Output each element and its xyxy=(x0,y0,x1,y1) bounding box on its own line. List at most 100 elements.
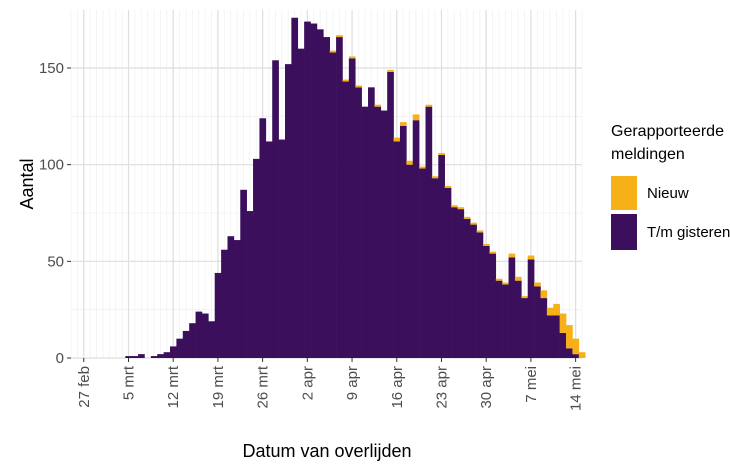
x-tick-label: 16 apr xyxy=(389,366,406,409)
legend-key-nieuw xyxy=(611,176,637,210)
x-tick-label: 7 mei xyxy=(523,366,540,403)
bar-tm-gisteren xyxy=(246,211,254,358)
bar-nieuw xyxy=(342,79,350,82)
bar-tm-gisteren xyxy=(214,272,222,358)
bar-tm-gisteren xyxy=(189,323,196,358)
x-tick-label: 9 apr xyxy=(344,366,361,400)
bar-tm-gisteren xyxy=(502,284,509,358)
x-axis-title: Datum van overlijden xyxy=(242,441,411,461)
bar-tm-gisteren xyxy=(534,286,541,358)
bar-tm-gisteren xyxy=(201,313,209,358)
bar-tm-gisteren xyxy=(406,164,414,358)
bar-tm-gisteren xyxy=(553,315,560,358)
bar-tm-gisteren xyxy=(361,106,369,359)
legend-title-line-1: Gerapporteerde xyxy=(611,123,724,140)
bar-tm-gisteren xyxy=(297,48,305,359)
bar-tm-gisteren xyxy=(163,352,171,358)
bar-tm-gisteren xyxy=(329,52,337,359)
x-tick-label: 12 mrt xyxy=(165,365,182,408)
bar-tm-gisteren xyxy=(323,37,330,359)
bar-tm-gisteren xyxy=(208,321,216,358)
bar-nieuw xyxy=(553,303,560,316)
bar-tm-gisteren xyxy=(150,356,158,358)
bar-tm-gisteren xyxy=(380,110,388,359)
x-tick-label: 14 mei xyxy=(568,366,585,411)
bar-tm-gisteren xyxy=(304,21,311,358)
bar-nieuw xyxy=(457,207,465,210)
legend-label-tm-gisteren: T/m gisteren xyxy=(647,224,730,241)
bar-tm-gisteren xyxy=(240,189,247,358)
bar-nieuw xyxy=(336,35,343,38)
bar-nieuw xyxy=(559,313,567,333)
bar-nieuw xyxy=(578,352,586,358)
bar-tm-gisteren xyxy=(336,37,343,359)
bar-tm-gisteren xyxy=(131,356,139,358)
bar-nieuw xyxy=(444,185,452,188)
y-tick-label: 0 xyxy=(56,350,64,367)
bar-tm-gisteren xyxy=(348,58,356,358)
bar-nieuw xyxy=(470,222,477,225)
bar-nieuw xyxy=(521,296,529,299)
legend-key-tm-gisteren xyxy=(611,214,637,250)
bar-tm-gisteren xyxy=(508,257,516,358)
bar-tm-gisteren xyxy=(431,178,439,358)
bar-tm-gisteren xyxy=(527,259,535,358)
bar-tm-gisteren xyxy=(170,346,177,358)
x-tick-label: 2 apr xyxy=(299,366,316,400)
x-tick-label: 30 apr xyxy=(478,366,495,409)
bar-tm-gisteren xyxy=(182,330,190,358)
bar-nieuw xyxy=(540,290,548,299)
bar-tm-gisteren xyxy=(451,207,458,358)
bar-tm-gisteren xyxy=(393,141,401,358)
bar-tm-gisteren xyxy=(195,311,203,358)
bar-tm-gisteren xyxy=(476,232,484,358)
bar-tm-gisteren xyxy=(444,187,452,358)
x-tick-label: 27 feb xyxy=(76,366,93,408)
bar-nieuw xyxy=(406,160,414,165)
x-tick-label: 26 mrt xyxy=(255,365,272,408)
bar-nieuw xyxy=(374,104,382,107)
bar-nieuw xyxy=(572,338,580,355)
bar-tm-gisteren xyxy=(425,106,433,359)
bar-tm-gisteren xyxy=(457,209,465,358)
x-tick-label: 5 mrt xyxy=(120,365,137,400)
y-tick-label: 100 xyxy=(39,157,64,174)
bar-tm-gisteren xyxy=(157,354,164,358)
bar-tm-gisteren xyxy=(253,158,260,358)
bar-tm-gisteren xyxy=(316,29,324,358)
bar-tm-gisteren xyxy=(559,332,567,358)
bar-tm-gisteren xyxy=(470,224,477,358)
bar-tm-gisteren xyxy=(265,141,273,358)
bar-nieuw xyxy=(546,307,554,316)
bar-nieuw xyxy=(438,153,445,155)
bar-tm-gisteren xyxy=(489,253,497,358)
bar-tm-gisteren xyxy=(278,139,286,358)
bar-tm-gisteren xyxy=(412,120,420,358)
bar-nieuw xyxy=(431,176,439,179)
bar-tm-gisteren xyxy=(221,249,228,358)
bars xyxy=(125,17,586,359)
legend-label-nieuw: Nieuw xyxy=(647,185,689,202)
y-tick-label: 150 xyxy=(39,60,64,77)
bar-tm-gisteren xyxy=(566,348,573,358)
bar-tm-gisteren xyxy=(463,218,471,358)
x-tick-label: 23 apr xyxy=(433,366,450,409)
bar-tm-gisteren xyxy=(572,354,580,358)
bar-nieuw xyxy=(393,137,401,142)
bar-nieuw xyxy=(399,122,407,126)
bar-nieuw xyxy=(329,50,337,53)
bar-nieuw xyxy=(355,85,362,88)
y-tick-label: 50 xyxy=(47,253,64,270)
legend-title-line-2: meldingen xyxy=(611,146,685,163)
bar-tm-gisteren xyxy=(419,168,426,358)
bar-tm-gisteren xyxy=(342,81,350,359)
bar-tm-gisteren xyxy=(399,126,407,358)
bar-nieuw xyxy=(527,255,535,260)
bar-tm-gisteren xyxy=(540,298,548,358)
bar-nieuw xyxy=(387,69,394,72)
bar-nieuw xyxy=(412,114,420,121)
bar-nieuw xyxy=(514,276,522,281)
bar-tm-gisteren xyxy=(138,354,145,358)
legend: Gerapporteerde meldingen Nieuw T/m giste… xyxy=(611,123,730,250)
bar-tm-gisteren xyxy=(495,280,503,358)
